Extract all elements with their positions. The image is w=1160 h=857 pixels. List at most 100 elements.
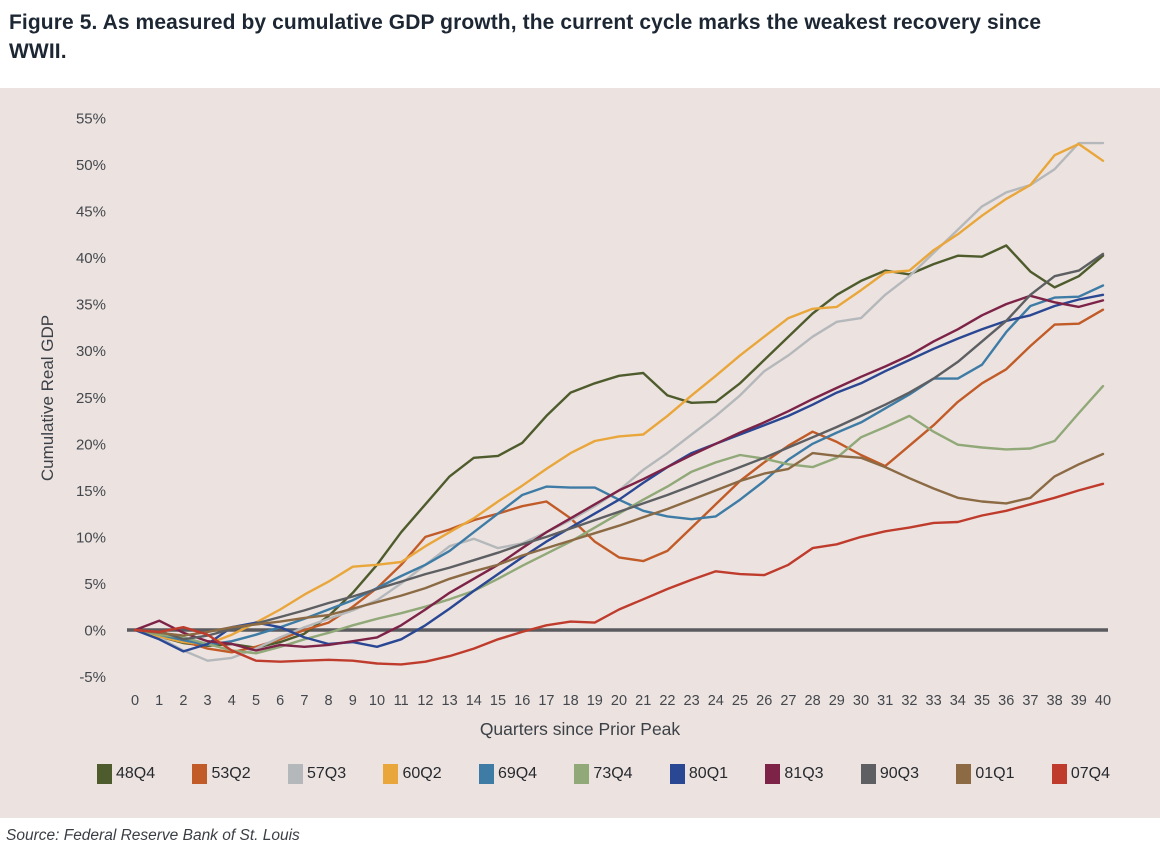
legend-swatch-81Q3: [765, 764, 781, 784]
x-tick-label: 8: [325, 693, 333, 709]
legend-label: 69Q4: [497, 765, 538, 782]
legend-item-90Q3: 90Q3: [860, 764, 919, 784]
legend-swatch-48Q4: [97, 764, 112, 784]
y-tick-label: 0%: [84, 623, 106, 640]
x-tick-label: 21: [635, 693, 651, 709]
chart-legend: 48Q4 53Q2 57Q3 60Q2 69Q4 73Q4 80Q1 81Q3 90Q3 01Q1…: [97, 764, 1110, 784]
x-tick-label: 20: [611, 693, 627, 709]
legend-item-69Q4: 69Q4: [478, 764, 538, 784]
y-axis-title: Cumulative Real GDP: [38, 314, 57, 482]
x-tick-label: 16: [514, 693, 530, 709]
legend-label: 81Q3: [784, 765, 824, 782]
series-line-73Q4: [133, 384, 1105, 655]
x-tick-label: 19: [587, 693, 603, 709]
legend-item-01Q1: 01Q1: [956, 764, 1015, 784]
series-line-07Q4: [133, 482, 1105, 666]
legend-item-53Q2: 53Q2: [192, 764, 251, 784]
x-tick-label: 28: [805, 693, 821, 709]
x-tick-label: 37: [1022, 693, 1038, 709]
y-tick-label: 35%: [76, 297, 106, 314]
series-line-60Q2: [133, 142, 1105, 646]
x-tick-label: 27: [780, 693, 796, 709]
legend-swatch-07Q4: [1051, 764, 1067, 784]
x-tick-label: 32: [901, 693, 917, 709]
x-tick-label: 9: [349, 693, 357, 709]
legend-label: 73Q4: [593, 765, 633, 782]
legend-item-81Q3: 81Q3: [765, 764, 824, 784]
x-tick-label: 1: [155, 693, 163, 709]
series-line-80Q1: [133, 293, 1105, 653]
y-tick-label: 50%: [76, 157, 106, 174]
legend-label: 57Q3: [306, 765, 347, 782]
x-tick-label: 18: [563, 693, 579, 709]
y-tick-label: 25%: [76, 390, 106, 407]
legend-label: 53Q2: [211, 765, 251, 782]
x-tick-label: 23: [684, 693, 700, 709]
y-tick-label: 20%: [76, 436, 106, 453]
x-tick-label: 14: [466, 693, 482, 709]
legend-swatch-01Q1: [956, 764, 972, 784]
x-tick-label: 34: [950, 693, 966, 709]
figure-title: Figure 5. As measured by cumulative GDP …: [9, 11, 1042, 63]
legend-item-07Q4: 07Q4: [1051, 764, 1110, 784]
legend-swatch-90Q3: [860, 764, 876, 784]
y-tick-label: 15%: [76, 483, 106, 500]
x-tick-label: 4: [228, 693, 236, 709]
x-tick-label: 0: [131, 693, 139, 709]
legend-label: 01Q1: [975, 765, 1015, 782]
y-tick-label: 5%: [84, 576, 106, 593]
x-tick-label: 40: [1095, 693, 1111, 709]
x-tick-label: 5: [252, 693, 260, 709]
legend-swatch-69Q4: [478, 764, 494, 784]
source-note: Source: Federal Reserve Bank of St. Loui…: [6, 827, 300, 844]
legend-swatch-80Q1: [669, 764, 685, 784]
x-tick-label: 3: [204, 693, 212, 709]
series-line-48Q4: [133, 244, 1105, 649]
x-tick-label: 17: [538, 693, 554, 709]
x-tick-label: 2: [179, 693, 187, 709]
x-tick-label: 30: [853, 693, 869, 709]
chart-panel: 55% 50% 45% 40% 35% 30% 25% 20% 15% 10% 5% 0% -5% 0 1 2…: [0, 88, 1160, 818]
x-tick-label: 24: [708, 693, 724, 709]
x-tick-label: 33: [926, 693, 942, 709]
legend-label: 80Q1: [688, 765, 729, 782]
x-tick-label: 10: [369, 693, 385, 709]
gdp-recovery-line-chart: 55%50%45%40%35%30%25%20%15%10%5%0%-5%0 1 2…: [76, 110, 1111, 709]
legend-label: 48Q4: [116, 765, 156, 782]
x-tick-label: 25: [732, 693, 748, 709]
x-tick-label: 38: [1047, 693, 1063, 709]
x-axis-title: Quarters since Prior Peak: [479, 719, 681, 739]
legend-item-57Q3: 57Q3: [287, 764, 347, 784]
x-tick-label: 26: [756, 693, 772, 709]
legend-swatch-60Q2: [383, 764, 399, 784]
legend-label: 07Q4: [1070, 765, 1110, 782]
x-tick-label: 22: [659, 693, 675, 709]
x-tick-label: 15: [490, 693, 506, 709]
x-tick-label: 36: [998, 693, 1014, 709]
legend-swatch-57Q3: [287, 764, 303, 784]
legend-item-48Q4: 48Q4: [97, 764, 155, 784]
legend-label: 60Q2: [402, 765, 442, 782]
legend-swatch-53Q2: [192, 764, 208, 784]
y-tick-label: -5%: [79, 669, 106, 686]
legend-item-60Q2: 60Q2: [383, 764, 442, 784]
y-tick-label: 40%: [76, 250, 106, 267]
legend-swatch-73Q4: [574, 764, 590, 784]
legend-item-73Q4: 73Q4: [574, 764, 633, 784]
x-tick-label: 31: [877, 693, 893, 709]
x-tick-label: 39: [1071, 693, 1087, 709]
x-tick-label: 12: [417, 693, 433, 709]
y-tick-label: 30%: [76, 343, 106, 360]
y-tick-label: 45%: [76, 204, 106, 221]
series-line-01Q1: [133, 451, 1105, 637]
x-tick-label: 29: [829, 693, 845, 709]
y-tick-label: 55%: [76, 110, 106, 127]
x-tick-label: 35: [974, 693, 990, 709]
series-line-81Q3: [133, 294, 1105, 652]
x-tick-label: 6: [276, 693, 284, 709]
x-tick-label: 7: [300, 693, 308, 709]
series-line-90Q3: [133, 252, 1105, 641]
x-tick-label: 11: [394, 693, 409, 709]
legend-item-80Q1: 80Q1: [669, 764, 729, 784]
